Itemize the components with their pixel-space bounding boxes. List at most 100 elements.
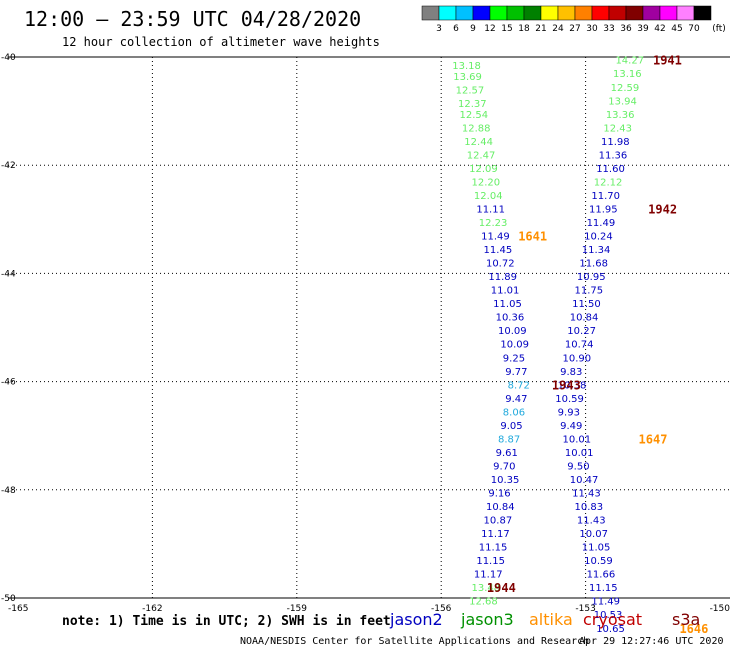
colorbar-swatch <box>455 5 474 21</box>
footer-credit: NOAA/NESDIS Center for Satellite Applica… <box>240 636 589 647</box>
pass-time-label: 1944 <box>487 581 516 595</box>
wave-height-point: 13.94 <box>608 96 637 107</box>
wave-height-point: 13.48 <box>472 583 501 594</box>
wave-height-point: 9.61 <box>496 448 518 459</box>
colorbar-label: 15 <box>501 24 512 34</box>
colorbar-label: 42 <box>654 24 665 34</box>
y-tick-label: -50 <box>1 594 16 604</box>
colorbar-label: 18 <box>518 24 530 34</box>
wave-height-point: 11.11 <box>476 204 505 215</box>
wave-height-point: 11.17 <box>474 570 503 581</box>
x-tick-label: -162 <box>142 604 162 614</box>
x-tick-label: -150 <box>710 604 731 614</box>
note-text: note: 1) Time is in UTC; 2) SWH is in fe… <box>62 614 391 629</box>
colorbar-swatch <box>693 5 712 21</box>
wave-height-point: 11.15 <box>589 583 618 594</box>
wave-height-point: 12.47 <box>467 150 496 161</box>
colorbar-swatch <box>472 5 491 21</box>
colorbar-label: 24 <box>552 24 564 34</box>
colorbar-label: 6 <box>453 24 459 34</box>
colorbar-swatch <box>540 5 559 21</box>
wave-height-point: 10.65 <box>596 624 625 635</box>
wave-height-point: 11.49 <box>587 218 616 229</box>
wave-height-point: 12.37 <box>458 99 487 110</box>
x-tick-label: -153 <box>575 604 595 614</box>
wave-height-point: 12.04 <box>474 191 503 202</box>
wave-height-point: 10.83 <box>575 502 604 513</box>
y-tick-label: -46 <box>1 378 16 388</box>
colorbar-swatch <box>438 5 457 21</box>
wave-height-point: 10.59 <box>584 556 613 567</box>
colorbar-label: 3 <box>436 24 442 34</box>
colorbar-swatch <box>642 5 661 21</box>
wave-height-point: 10.24 <box>584 232 613 243</box>
wave-height-point: 11.01 <box>491 286 520 297</box>
x-tick-label: -159 <box>287 604 308 614</box>
wave-height-point: 12.54 <box>459 110 488 121</box>
y-tick-label: -42 <box>1 161 16 171</box>
legend-item-jason2: jason2 <box>389 610 443 629</box>
wave-height-point: 12.20 <box>472 177 501 188</box>
wave-height-point: 11.15 <box>479 543 508 554</box>
wave-height-point: 11.70 <box>591 191 620 202</box>
wave-height-point: 10.01 <box>562 434 591 445</box>
colorbar-swatch <box>574 5 593 21</box>
pass-time-label: 1943 <box>552 378 581 392</box>
legend-item-altika: altika <box>529 610 573 629</box>
wave-height-point: 14.27 <box>615 56 644 67</box>
colorbar-swatch <box>625 5 644 21</box>
wave-height-point: 10.87 <box>484 516 513 527</box>
wave-height-point: 12.23 <box>479 218 508 229</box>
wave-height-point: 8.72 <box>508 380 530 391</box>
colorbar-swatch <box>489 5 508 21</box>
wave-height-point: 12.88 <box>462 123 491 134</box>
wave-height-point: 10.90 <box>562 353 591 364</box>
legend-item-cryosat: cryosat <box>583 610 642 629</box>
chart-title: 12:00 – 23:59 UTC 04/28/2020 <box>24 7 361 31</box>
colorbar-label: 9 <box>470 24 476 34</box>
wave-height-point: 11.50 <box>572 299 601 310</box>
wave-height-point: 9.05 <box>500 421 522 432</box>
colorbar-swatch <box>421 5 440 21</box>
wave-height-point: 11.05 <box>582 543 611 554</box>
wave-height-point: 9.50 <box>567 461 589 472</box>
pass-time-label: 1941 <box>653 54 682 68</box>
colorbar-label: 33 <box>603 24 614 34</box>
colorbar-label: 12 <box>484 24 495 34</box>
wave-height-point: 13.18 <box>452 61 481 72</box>
wave-height-point: 11.75 <box>575 286 604 297</box>
wave-height-point: 9.25 <box>503 353 525 364</box>
y-tick-label: -40 <box>1 53 16 63</box>
wave-height-point: 12.59 <box>611 83 640 94</box>
pass-time-label: 1641 <box>518 230 547 244</box>
wave-height-point: 10.38 <box>558 380 587 391</box>
wave-height-point: 11.68 <box>579 259 608 270</box>
wave-height-point: 11.36 <box>599 150 628 161</box>
wave-height-point: 10.09 <box>498 326 527 337</box>
x-tick-label: -156 <box>431 604 452 614</box>
colorbar-label: 36 <box>620 24 632 34</box>
colorbar-swatch <box>523 5 542 21</box>
wave-height-point: 10.27 <box>567 326 596 337</box>
wave-height-point: 9.70 <box>493 461 515 472</box>
footer-timestamp: Apr 29 12:27:46 UTC 2020 <box>579 636 724 647</box>
colorbar-label: 21 <box>535 24 546 34</box>
colorbar-swatch <box>557 5 576 21</box>
wave-height-point: 11.15 <box>476 556 505 567</box>
wave-height-point: 12.09 <box>469 164 498 175</box>
colorbar-swatch <box>591 5 610 21</box>
wave-height-point: 13.36 <box>606 110 635 121</box>
wave-height-point: 11.89 <box>488 272 517 283</box>
wave-height-point: 11.66 <box>587 570 616 581</box>
wave-height-point: 11.05 <box>493 299 522 310</box>
wave-height-point: 8.87 <box>498 434 520 445</box>
wave-height-point: 10.72 <box>486 259 515 270</box>
wave-height-point: 9.16 <box>488 489 510 500</box>
wave-height-point: 12.57 <box>456 85 485 96</box>
wave-height-point: 10.95 <box>577 272 606 283</box>
wave-height-point: 10.84 <box>570 313 599 324</box>
colorbar: 3 6 9 12 15 18 21 24 27 30 33 36 39 42 45 70 (ft) <box>421 5 726 34</box>
y-tick-label: -48 <box>1 486 16 496</box>
